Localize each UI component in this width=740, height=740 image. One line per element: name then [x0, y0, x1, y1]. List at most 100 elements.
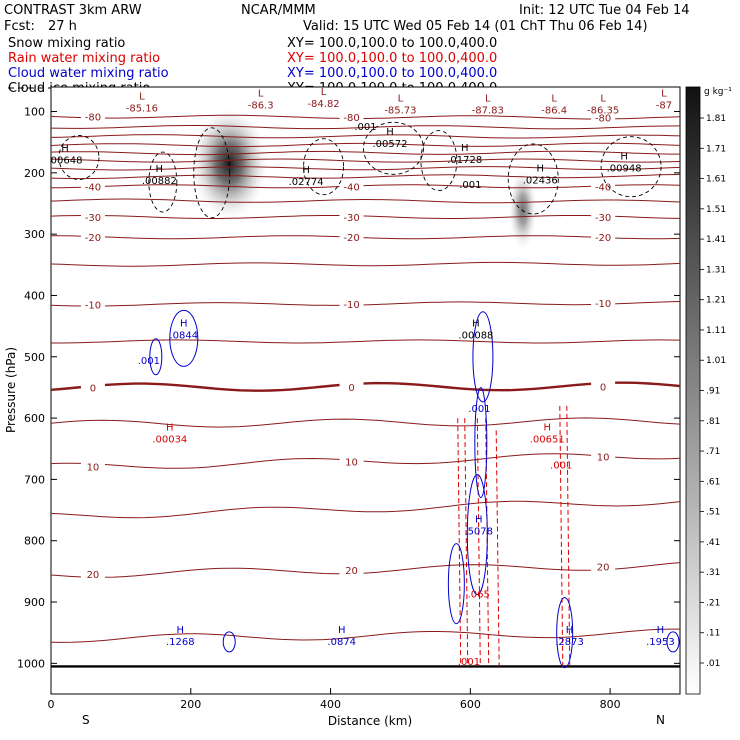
temperature-contour	[51, 453, 680, 469]
contour-label-bg	[80, 180, 105, 192]
contour-label-bg	[339, 380, 364, 392]
extremum-kind-label: H	[386, 127, 394, 138]
contour-label: -40	[595, 182, 611, 193]
cloud-water-contour	[474, 387, 488, 499]
contour-label-bg	[80, 210, 105, 222]
extremum-kind-label: H	[156, 164, 164, 175]
extremum-value-label: .2873	[555, 637, 584, 648]
extremum-kind-label: L	[485, 93, 491, 104]
extremum-value-label: .0844	[169, 330, 198, 341]
contour-label-bg	[80, 110, 105, 122]
temperature-contour	[51, 134, 680, 139]
colorbar-level-label: 1.41	[706, 235, 726, 245]
contour-label: -80	[595, 114, 611, 125]
snow-shade-maximum	[508, 169, 537, 250]
extremum-kind-label: H	[657, 625, 665, 636]
colorbar-level-label: .41	[706, 538, 720, 548]
contour-label: -10	[343, 300, 359, 311]
contour-label-bg	[80, 460, 105, 472]
colorbar-level-label: .51	[706, 508, 720, 518]
contour-label: 10	[597, 452, 610, 463]
colorbar-level-label: 1.21	[706, 296, 726, 306]
contour-label-bg	[339, 210, 364, 222]
contour-value-label: .001	[468, 404, 490, 415]
header-valid: Valid: 15 UTC Wed 05 Feb 14 (01 ChT Thu …	[303, 19, 648, 34]
x-axis-title: Distance (km)	[328, 714, 412, 728]
extremum-kind-label: L	[600, 93, 606, 104]
y-tick-label: 900	[24, 596, 45, 609]
contour-label: -10	[595, 299, 611, 310]
extremum-kind-label: H	[543, 423, 551, 434]
colorbar-level-label: .91	[706, 387, 720, 397]
contour-label-bg	[591, 210, 616, 222]
temperature-contour	[51, 417, 680, 428]
colorbar-labels: 1.81 1.71 1.61 1.51 1.41 1.31 1.21 1.11 1.01 .91.…	[700, 114, 726, 669]
colorbar-level-label: .81	[706, 417, 720, 427]
extremum-kind-label: H	[61, 144, 69, 155]
contour-label: -20	[343, 233, 359, 244]
extremum-value-label: .0874	[327, 637, 356, 648]
extremum-kind-label: L	[661, 88, 667, 99]
colorbar-level-label: 1.11	[706, 326, 726, 336]
extremum-value-label: .00088	[458, 330, 493, 341]
contour-label: 20	[345, 566, 358, 577]
temperature-contour	[51, 562, 680, 578]
contour-label: 0	[348, 383, 354, 394]
contour-label-bg	[339, 455, 364, 467]
extremum-value-label: -84.82	[307, 99, 339, 110]
cloud-water-contour	[472, 311, 494, 403]
contour-label: -30	[595, 213, 611, 224]
cloud-water-contour	[556, 597, 574, 669]
legend-snow-label: Snow mixing ratio	[8, 36, 125, 51]
temperature-contour	[51, 339, 680, 344]
contour-label-bg	[339, 111, 364, 123]
cloud-water-contour	[466, 474, 488, 596]
contour-value-label: .001	[138, 356, 160, 367]
header-fcst-label: Fcst:	[4, 19, 35, 34]
extremum-value-label: .00651	[530, 435, 565, 446]
y-tick-label: 700	[24, 473, 45, 486]
contour-label-bg	[591, 450, 616, 462]
x-tick-label: 400	[320, 698, 341, 711]
contour-label-bg	[80, 381, 105, 393]
temperature-contour	[51, 500, 680, 519]
contour-label-bg	[591, 380, 616, 392]
temperature-contour	[51, 158, 680, 163]
extremum-value-label: .00948	[607, 164, 642, 175]
contour-label: 0	[90, 383, 96, 394]
cloud-water-contour	[169, 309, 199, 367]
contour-label-bg	[339, 180, 364, 192]
extremum-value-label: .01728	[447, 155, 482, 166]
extremum-kind-label: L	[551, 93, 557, 104]
legend-cloudwater-xy: XY= 100.0,100.0 to 100.0,400.0	[287, 66, 497, 81]
temperature-contour	[51, 173, 680, 180]
colorbar-level-label: .21	[706, 598, 720, 608]
extremum-kind-label: L	[258, 88, 264, 99]
contour-label-bg	[339, 297, 364, 309]
y-tick-label: 800	[24, 535, 45, 548]
colorbar-units: g kg⁻¹	[704, 87, 732, 97]
rain-water-contour	[464, 418, 469, 667]
cloud-water-contour	[222, 631, 236, 653]
extremum-value-label: -86.4	[541, 105, 567, 116]
x-tick-label: 0	[48, 698, 55, 711]
contour-label: -30	[85, 213, 101, 224]
contour-value-label: .001	[459, 180, 481, 191]
cloud-ice-contour	[420, 130, 458, 192]
contour-label-bg	[591, 297, 616, 309]
contour-label: -30	[343, 213, 359, 224]
temperature-contour	[51, 235, 680, 240]
extremum-value-label: -85.16	[126, 104, 158, 115]
temperature-contour	[51, 150, 680, 156]
colorbar-level-label: 1.31	[706, 265, 726, 275]
plot-content: -80 -80 -80 -40 -40 -40 -30 -30 -30 -20 -20 -20 -10 -…	[51, 87, 680, 669]
temperature-contour	[51, 166, 680, 171]
extremum-kind-label: L	[321, 87, 327, 98]
temperature-contour	[51, 114, 680, 120]
contour-label: -20	[85, 233, 101, 244]
rain-water-contour	[566, 405, 571, 667]
temperature-contour	[51, 301, 680, 307]
extremum-kind-label: H	[166, 423, 174, 434]
